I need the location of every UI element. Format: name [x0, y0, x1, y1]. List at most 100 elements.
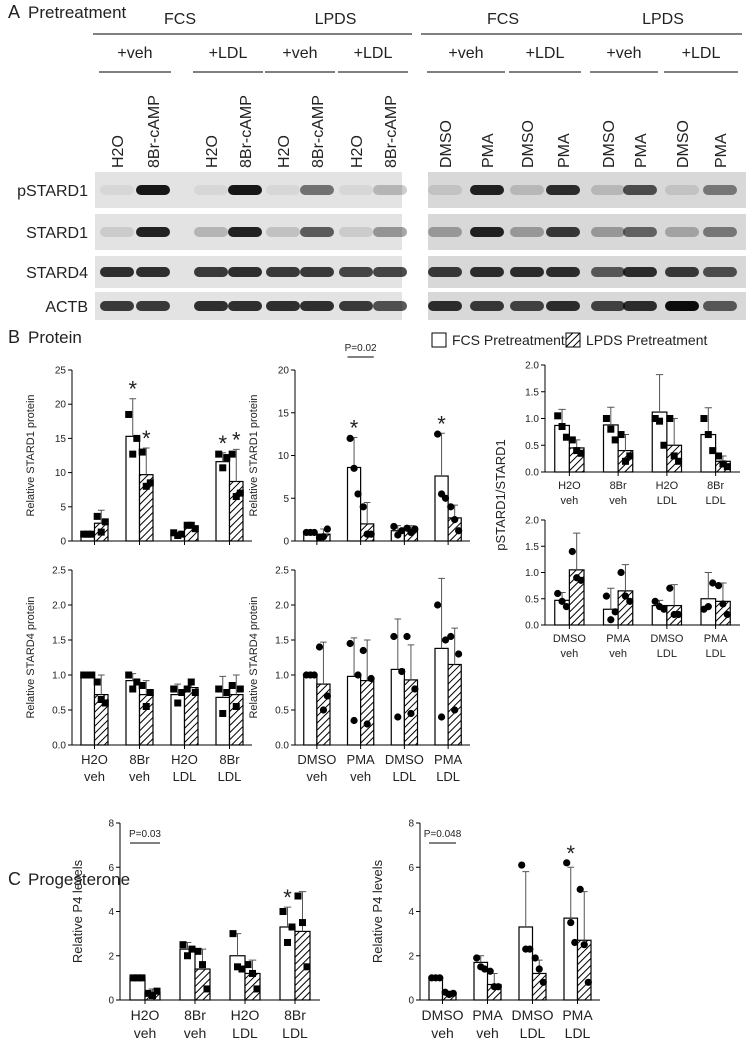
y-tick-label: 0: [60, 537, 66, 548]
blot-band: [339, 227, 373, 237]
blot-band: [428, 301, 462, 311]
x-tick-label: veh: [609, 495, 627, 507]
data-point: [288, 923, 296, 931]
data-point: [223, 689, 231, 696]
bar: [228, 693, 244, 746]
data-point: [178, 530, 186, 538]
error-bar: [621, 564, 630, 591]
data-point: [129, 685, 137, 693]
blot-band: [228, 185, 262, 195]
blot-band: [373, 227, 407, 237]
x-tick-label: PMA: [472, 1007, 503, 1023]
data-point: [88, 530, 96, 538]
annotation: P=0.03: [129, 829, 161, 840]
x-tick-label: LDL: [173, 769, 197, 784]
data-point: [554, 412, 562, 420]
x-tick-label: H2O: [81, 752, 108, 767]
blot-band: [665, 301, 699, 311]
blot-band: [373, 267, 407, 277]
data-point: [626, 597, 634, 605]
x-tick-label: 8Br: [129, 752, 150, 767]
lane-label: H2O: [349, 135, 366, 168]
significance-label: *: [218, 431, 227, 456]
blot-band: [470, 185, 504, 195]
y-tick-label: 1.5: [275, 636, 289, 647]
data-point: [229, 930, 237, 938]
data-point: [359, 646, 367, 655]
error-bar: [97, 509, 105, 524]
data-point: [315, 643, 324, 651]
error-bar: [607, 587, 615, 610]
data-point: [170, 529, 178, 537]
blot-band: [136, 267, 170, 277]
x-tick-label: LDL: [657, 648, 677, 660]
blot-band: [373, 185, 407, 195]
data-point: [390, 522, 398, 531]
blot-band: [228, 301, 262, 311]
panel-letter: B: [8, 327, 20, 347]
blot-band: [591, 267, 625, 277]
data-point: [607, 425, 615, 433]
treatment-label: +veh: [282, 45, 317, 62]
y-tick-label: 20: [278, 366, 290, 377]
y-tick-label: 1.0: [52, 671, 66, 682]
blot-band: [339, 301, 373, 311]
y-tick-label: 2: [108, 951, 114, 962]
bar: [303, 674, 318, 746]
blot-band: [665, 267, 699, 277]
data-point: [323, 525, 331, 533]
data-point: [228, 682, 236, 689]
data-point: [125, 410, 133, 418]
x-tick-label: veh: [561, 648, 579, 660]
data-point: [651, 597, 659, 605]
y-axis-label: Relative STARD1 protein: [25, 394, 37, 516]
data-point: [253, 985, 261, 993]
treatment-label: +veh: [448, 45, 483, 62]
y-tick-label: 2.5: [52, 566, 66, 577]
data-point: [232, 493, 240, 501]
blot-band: [623, 267, 657, 277]
x-tick-label: LDL: [232, 1025, 258, 1041]
data-point: [434, 601, 442, 609]
data-point: [486, 967, 494, 975]
data-point: [236, 489, 244, 497]
data-point: [568, 436, 576, 444]
data-point: [187, 678, 195, 686]
blot-row-label: pSTARD1: [17, 183, 88, 200]
significance-label: *: [437, 411, 446, 436]
data-point: [411, 685, 419, 693]
blot-band: [510, 301, 544, 311]
error-bar: [438, 577, 445, 649]
blot-band: [339, 185, 373, 195]
y-tick-label: 2.5: [275, 566, 289, 577]
x-tick-label: veh: [350, 769, 371, 784]
blot-band: [428, 227, 462, 237]
data-point: [244, 961, 252, 969]
data-point: [187, 521, 195, 529]
data-point: [303, 963, 311, 971]
y-tick-label: 20: [55, 400, 67, 411]
blot-band: [228, 267, 262, 277]
blot-band: [591, 185, 625, 195]
error-bar: [580, 891, 588, 941]
data-point: [93, 678, 101, 686]
bar: [434, 647, 449, 746]
data-point: [568, 547, 576, 556]
significance-label: *: [232, 427, 241, 452]
data-point: [704, 431, 712, 439]
data-point: [238, 965, 246, 973]
error-bar: [573, 532, 581, 570]
treatment-label: +LDL: [354, 45, 393, 62]
error-bar: [363, 639, 371, 681]
blot-band: [703, 227, 737, 237]
data-point: [558, 423, 566, 431]
bar: [215, 461, 231, 542]
data-point: [97, 528, 105, 536]
bar: [183, 686, 199, 746]
bar: [563, 917, 579, 1001]
data-point: [142, 703, 150, 710]
data-point: [554, 589, 562, 598]
x-tick-label: DMSO: [553, 633, 586, 645]
blot-band: [136, 185, 170, 195]
